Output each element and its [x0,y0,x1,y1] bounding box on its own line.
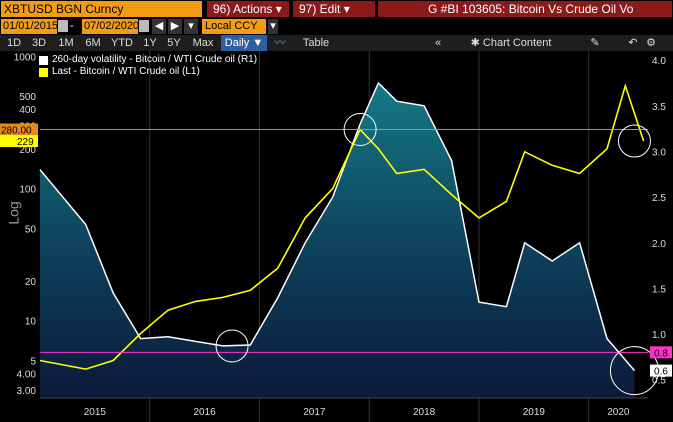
right-tick-label: 3.5 [652,102,666,113]
legend-price: Last - Bitcoin / WTI Crude oil (L1) [52,66,200,77]
legend-swatch [39,55,48,65]
y-axis-label: Log [5,201,22,225]
highlight-circle [343,113,377,147]
volatility-line [39,81,636,372]
x-tick-label: 2020 [607,407,630,418]
highlight-circle [215,329,249,363]
start-date-field[interactable]: 01/01/2015 [1,19,59,34]
calendar-icon[interactable] [139,20,149,32]
right-tick-label: 4.0 [652,56,666,67]
collapse-icon[interactable]: « [434,37,442,49]
right-tick-label: 2.0 [652,239,666,250]
legend-vol: 260-day volatility - Bitcoin / WTI Crude… [52,54,258,65]
legend-swatch [39,67,48,77]
currency-select[interactable]: Local CCY [202,19,266,34]
chart-content-label: Chart Content [482,37,552,49]
back-arrow-icon[interactable]: ◀ [152,19,166,34]
top-toolbar: XBTUSD BGN Curncy 96) Actions ▾ 97) Edit… [0,0,673,18]
tf-6m[interactable]: 6M [85,37,101,49]
settings-icon[interactable]: ⚙ [646,37,656,49]
edit-menu[interactable]: 97) Edit ▾ [293,1,375,17]
tf-ytd[interactable]: YTD [111,37,133,49]
vol-last-badge [650,364,672,377]
tf-1m[interactable]: 1M [58,37,74,49]
highlight-circle [617,124,651,158]
chart-legend: 260-day volatility - Bitcoin / WTI Crude… [39,54,257,78]
x-tick-label: 2019 [523,407,546,418]
chevron-down-icon: ▼ [252,37,264,49]
period-label: Daily [224,37,250,49]
tf-max[interactable]: Max [192,37,214,49]
chevron-down-icon: ▾ [275,2,282,16]
vol-level-badge [650,346,672,359]
chevron-down-icon: ▾ [343,2,350,16]
period-select[interactable]: Daily ▼ [221,35,267,51]
right-tick-label: 2.5 [652,193,666,204]
x-tick-label: 2015 [84,407,107,418]
x-tick-label: 2017 [303,407,326,418]
last-value-badge [0,135,38,148]
left-tick-label: 1000 [14,52,37,63]
gear-icon: ✱ [470,37,480,49]
left-tick-label: 400 [19,105,36,116]
right-tick-label: 0.5 [652,376,666,387]
left-tick-label: 100 [19,185,36,196]
left-tick-label: 10 [25,317,37,328]
left-tick-label: 200 [19,145,36,156]
actions-menu[interactable]: 96) Actions ▾ [207,1,289,17]
forward-arrow-icon[interactable]: ▶ [168,19,182,34]
left-tick-label: 5 [30,356,36,367]
tf-3d[interactable]: 3D [31,37,47,49]
undo-icon[interactable]: ↶ [628,37,638,49]
last-value-label: 229 [17,137,34,148]
table-button[interactable]: Table [302,37,330,49]
chart-content-button[interactable]: ✱ Chart Content [466,35,556,51]
date-separator: - [70,20,74,32]
price-level-badge [0,123,38,136]
actions-label: 96) Actions [213,2,273,16]
left-tick-label: 4.00 [17,369,37,380]
calendar-icon[interactable] [58,20,68,32]
pencil-icon[interactable]: ✎ [590,37,600,49]
left-tick-label: 500 [19,92,36,103]
right-tick-label: 3.0 [652,147,666,158]
chart-area[interactable]: 3.004.0051020501002003004005001000280.00… [0,51,673,422]
right-tick-label: 1.5 [652,284,666,295]
x-tick-label: 2018 [413,407,436,418]
dropdown-icon[interactable]: ▾ [184,19,198,34]
volatility-area [40,83,635,398]
date-bar: 01/01/2015 - 07/02/2020 ◀ ▶ ▾ Local CCY … [0,18,673,35]
price-line [39,83,645,370]
right-tick-label: 1.0 [652,330,666,341]
line-chart-icon[interactable]: 〰 [274,37,286,49]
left-tick-label: 50 [25,224,37,235]
price-level-label: 280.00 [1,126,32,137]
tf-1d[interactable]: 1D [6,37,22,49]
timeframe-bar: 1D 3D 1M 6M YTD 1Y 5Y Max Daily ▼ 〰 Tabl… [0,35,673,51]
tf-5y[interactable]: 5Y [167,37,181,49]
left-tick-label: 3.00 [17,386,37,397]
chart-title: G #BI 103605: Bitcoin Vs Crude Oil Vo [378,1,672,17]
ticker-field[interactable]: XBTUSD BGN Curncy [1,1,202,17]
left-tick-label: 20 [25,277,37,288]
tf-1y[interactable]: 1Y [143,37,157,49]
edit-label: 97) Edit [299,2,341,16]
end-date-field[interactable]: 07/02/2020 [82,19,140,34]
vol-level-label: 0.8 [654,348,668,359]
vol-last-label: 0.6 [654,367,668,378]
x-tick-label: 2016 [193,407,216,418]
chevron-down-icon[interactable]: ▾ [268,19,278,34]
